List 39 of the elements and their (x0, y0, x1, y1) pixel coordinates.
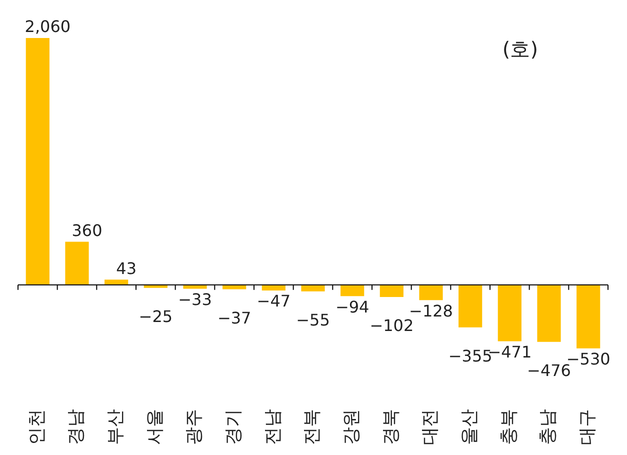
x-tick-label: 대전 (420, 409, 441, 445)
x-tick-label: 전북 (302, 409, 323, 445)
x-tick-label: 광주 (184, 409, 205, 445)
x-tick-label: 전남 (262, 409, 284, 445)
data-label: −55 (296, 310, 330, 330)
annotation: (호) (502, 36, 538, 63)
bar (458, 284, 482, 328)
bar (340, 284, 364, 296)
x-tick-label: 대구 (577, 409, 598, 445)
bar (65, 242, 89, 285)
x-tick-label: 부산 (105, 409, 126, 445)
bar (26, 38, 50, 285)
bar (301, 284, 325, 292)
data-label: 43 (116, 258, 137, 278)
data-label: −94 (335, 297, 370, 316)
data-label: −47 (256, 292, 291, 311)
x-tick-label: 충북 (498, 409, 520, 445)
bar (183, 284, 207, 289)
bar (419, 284, 443, 300)
x-tick-label: 울산 (459, 409, 480, 445)
bar (498, 284, 522, 342)
bar (380, 284, 404, 298)
x-tick-label: 강원 (341, 409, 362, 445)
data-label: −37 (217, 308, 252, 328)
bar (576, 284, 600, 348)
x-tick-label: 경기 (223, 409, 244, 445)
data-label: −25 (138, 306, 173, 326)
x-tick-label: 서울 (144, 409, 166, 445)
bar (222, 284, 246, 290)
data-label: −476 (527, 361, 571, 380)
data-label: −33 (178, 290, 212, 309)
x-tick-label: 충남 (538, 409, 559, 445)
x-tick-label: 인천 (26, 409, 48, 445)
bar (104, 280, 128, 285)
x-tick-label: 경남 (66, 409, 87, 445)
data-label: 360 (72, 220, 102, 240)
bar (537, 284, 561, 342)
data-label: 2,060 (24, 17, 71, 36)
x-tick-label: 경북 (380, 409, 402, 445)
